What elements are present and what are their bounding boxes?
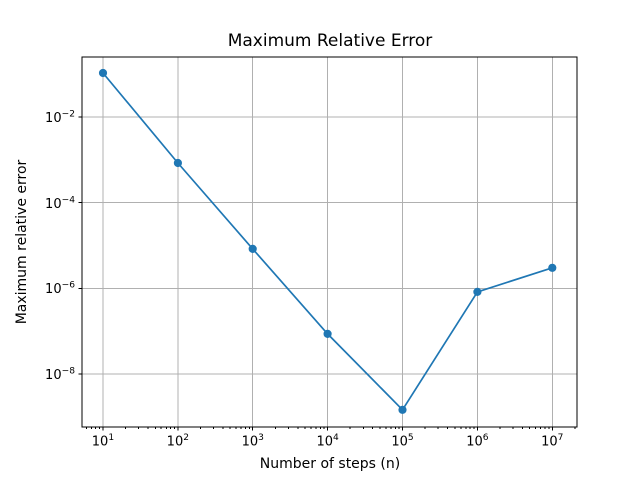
x-tick-label: 106 bbox=[466, 433, 489, 450]
data-point-marker bbox=[173, 158, 182, 168]
data-point-marker bbox=[398, 405, 407, 414]
x-tick-label: 107 bbox=[541, 433, 564, 450]
data-point-marker bbox=[473, 287, 482, 296]
y-tick-label: 10−2 bbox=[45, 109, 75, 126]
x-tick-label: 103 bbox=[241, 433, 264, 450]
data-point-marker bbox=[248, 244, 257, 253]
chart-title: Maximum Relative Error bbox=[227, 31, 433, 51]
x-tick-label: 105 bbox=[391, 433, 414, 450]
x-tick-label: 104 bbox=[316, 433, 339, 450]
y-axis-label: Maximum relative error bbox=[14, 159, 30, 325]
x-tick-label: 102 bbox=[166, 433, 190, 450]
x-axis-label: Number of steps (n) bbox=[259, 456, 401, 472]
x-tick-label: 101 bbox=[91, 433, 115, 450]
data-point-marker bbox=[98, 68, 108, 78]
y-tick-label: 10−4 bbox=[45, 195, 75, 212]
axes-spines bbox=[81, 56, 578, 428]
y-tick-label: 10−6 bbox=[45, 280, 75, 298]
data-point-marker bbox=[323, 329, 332, 338]
data-point-marker bbox=[548, 263, 557, 272]
y-tick-label: 10−8 bbox=[45, 366, 75, 383]
